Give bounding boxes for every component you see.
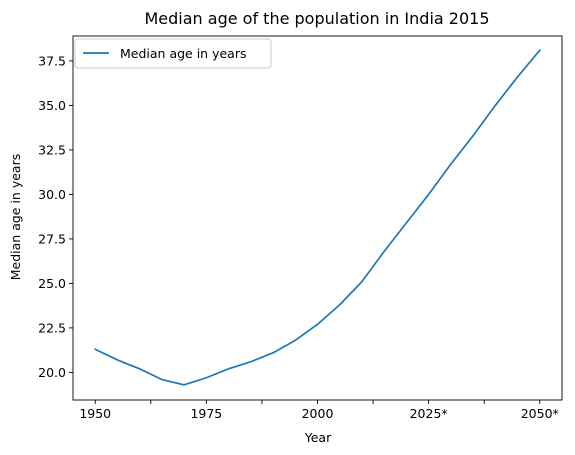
y-tick-label: 35.0 (38, 98, 66, 113)
x-tick-label: 1950 (79, 406, 111, 421)
y-tick-label: 25.0 (38, 276, 66, 291)
x-axis-label: Year (304, 430, 332, 445)
legend: Median age in years (74, 38, 272, 69)
legend-label: Median age in years (120, 46, 246, 61)
x-axis-ticks: 1950 1975 2000 2025* 2050* (79, 400, 559, 421)
y-tick-label: 27.5 (38, 231, 66, 246)
legend-box (74, 38, 272, 69)
y-tick-label: 37.5 (38, 53, 66, 68)
y-axis-label: Median age in years (8, 154, 23, 280)
y-tick-label: 22.5 (38, 320, 66, 335)
chart-title: Median age of the population in India 20… (145, 9, 490, 28)
series-line (94, 49, 541, 386)
x-tick-label: 2025* (410, 406, 448, 421)
y-tick-label: 30.0 (38, 187, 66, 202)
x-tick-label: 2000 (302, 406, 334, 421)
plot-frame (72, 35, 563, 401)
y-axis-ticks: 20.0 22.5 25.0 27.5 30.0 32.5 35.0 37.5 (38, 53, 73, 380)
series-lines (94, 49, 541, 386)
y-tick-label: 20.0 (38, 365, 66, 380)
y-tick-label: 32.5 (38, 142, 66, 157)
x-tick-label: 1975 (190, 406, 222, 421)
x-tick-label: 2050* (521, 406, 559, 421)
